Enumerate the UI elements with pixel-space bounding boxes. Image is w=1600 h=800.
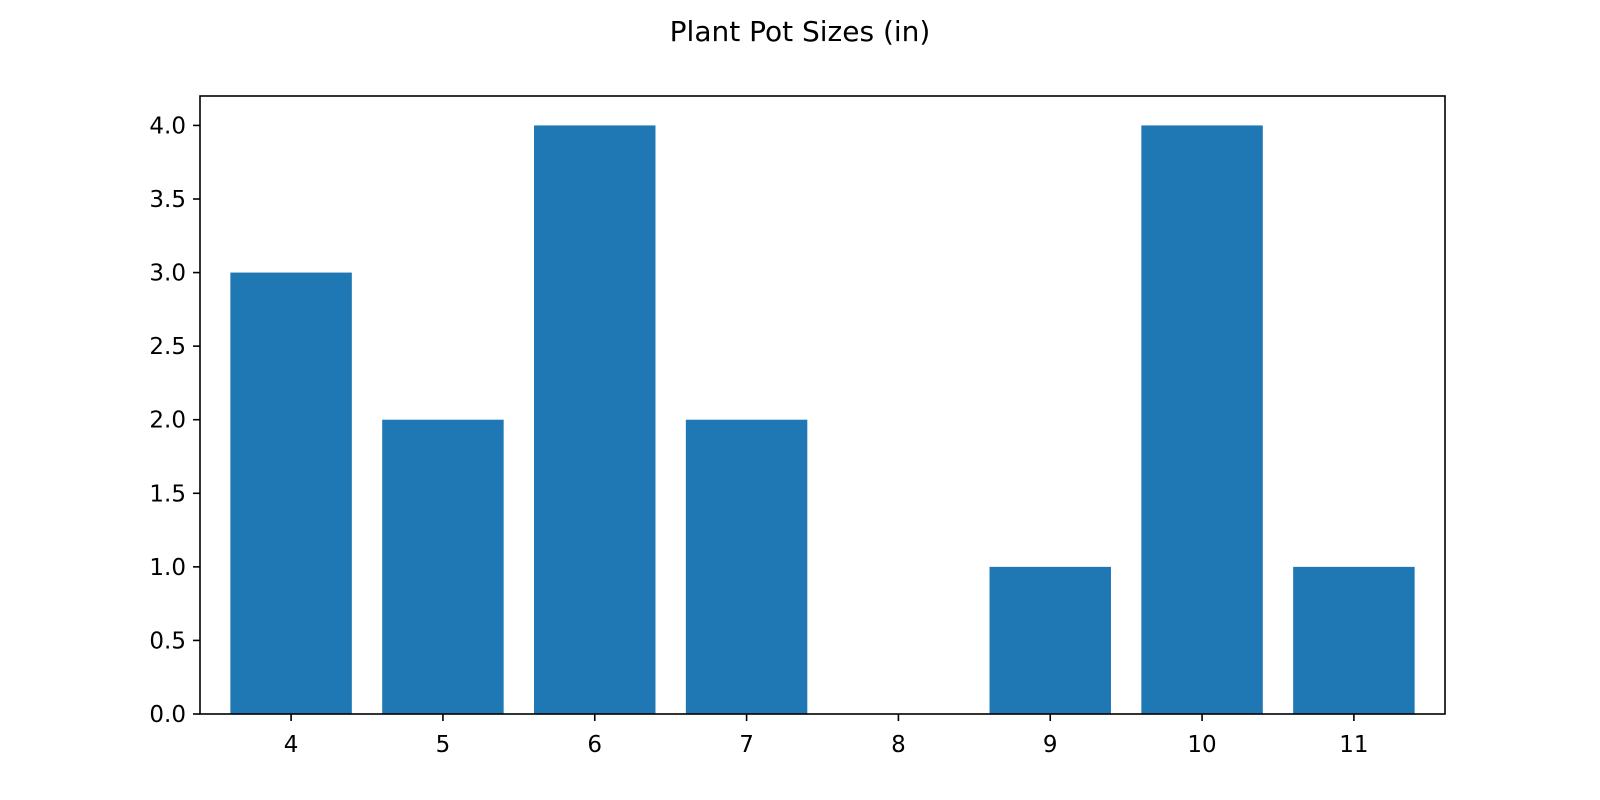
y-tick-label: 0.5: [149, 628, 186, 654]
bar-9: [989, 566, 1111, 714]
x-tick-label: 7: [739, 732, 754, 758]
x-tick-label: 11: [1339, 732, 1368, 758]
x-axis: 4 5 6 7 8 9 10 11: [284, 714, 1369, 758]
plot-frame: [199, 95, 1446, 715]
y-tick-label: 1.0: [149, 555, 186, 581]
bars-layer: [230, 125, 1415, 714]
y-tick-label: 0.0: [149, 702, 186, 728]
bar-11: [1293, 566, 1415, 714]
bar-7: [685, 419, 808, 714]
y-tick-label: 2.0: [149, 408, 186, 434]
chart-title: Plant Pot Sizes (in): [670, 15, 931, 48]
y-tick-label: 2.5: [149, 334, 186, 360]
y-tick-label: 3.0: [149, 261, 186, 287]
y-tick-label: 3.5: [149, 187, 186, 213]
x-tick-label: 4: [284, 732, 299, 758]
bar-10: [1141, 125, 1263, 714]
bar-5: [382, 419, 504, 714]
y-tick-label: 4.0: [149, 113, 186, 139]
x-tick-label: 9: [1043, 732, 1058, 758]
y-tick-label: 1.5: [149, 481, 186, 507]
x-tick-label: 8: [891, 732, 906, 758]
y-axis: 0.0 0.5 1.0 1.5 2.0 2.5 3.0 3.5 4.0: [149, 113, 200, 728]
x-tick-label: 10: [1187, 732, 1216, 758]
bar-4: [230, 272, 352, 714]
x-tick-label: 5: [436, 732, 451, 758]
x-tick-label: 6: [587, 732, 602, 758]
bar-6: [534, 125, 656, 714]
